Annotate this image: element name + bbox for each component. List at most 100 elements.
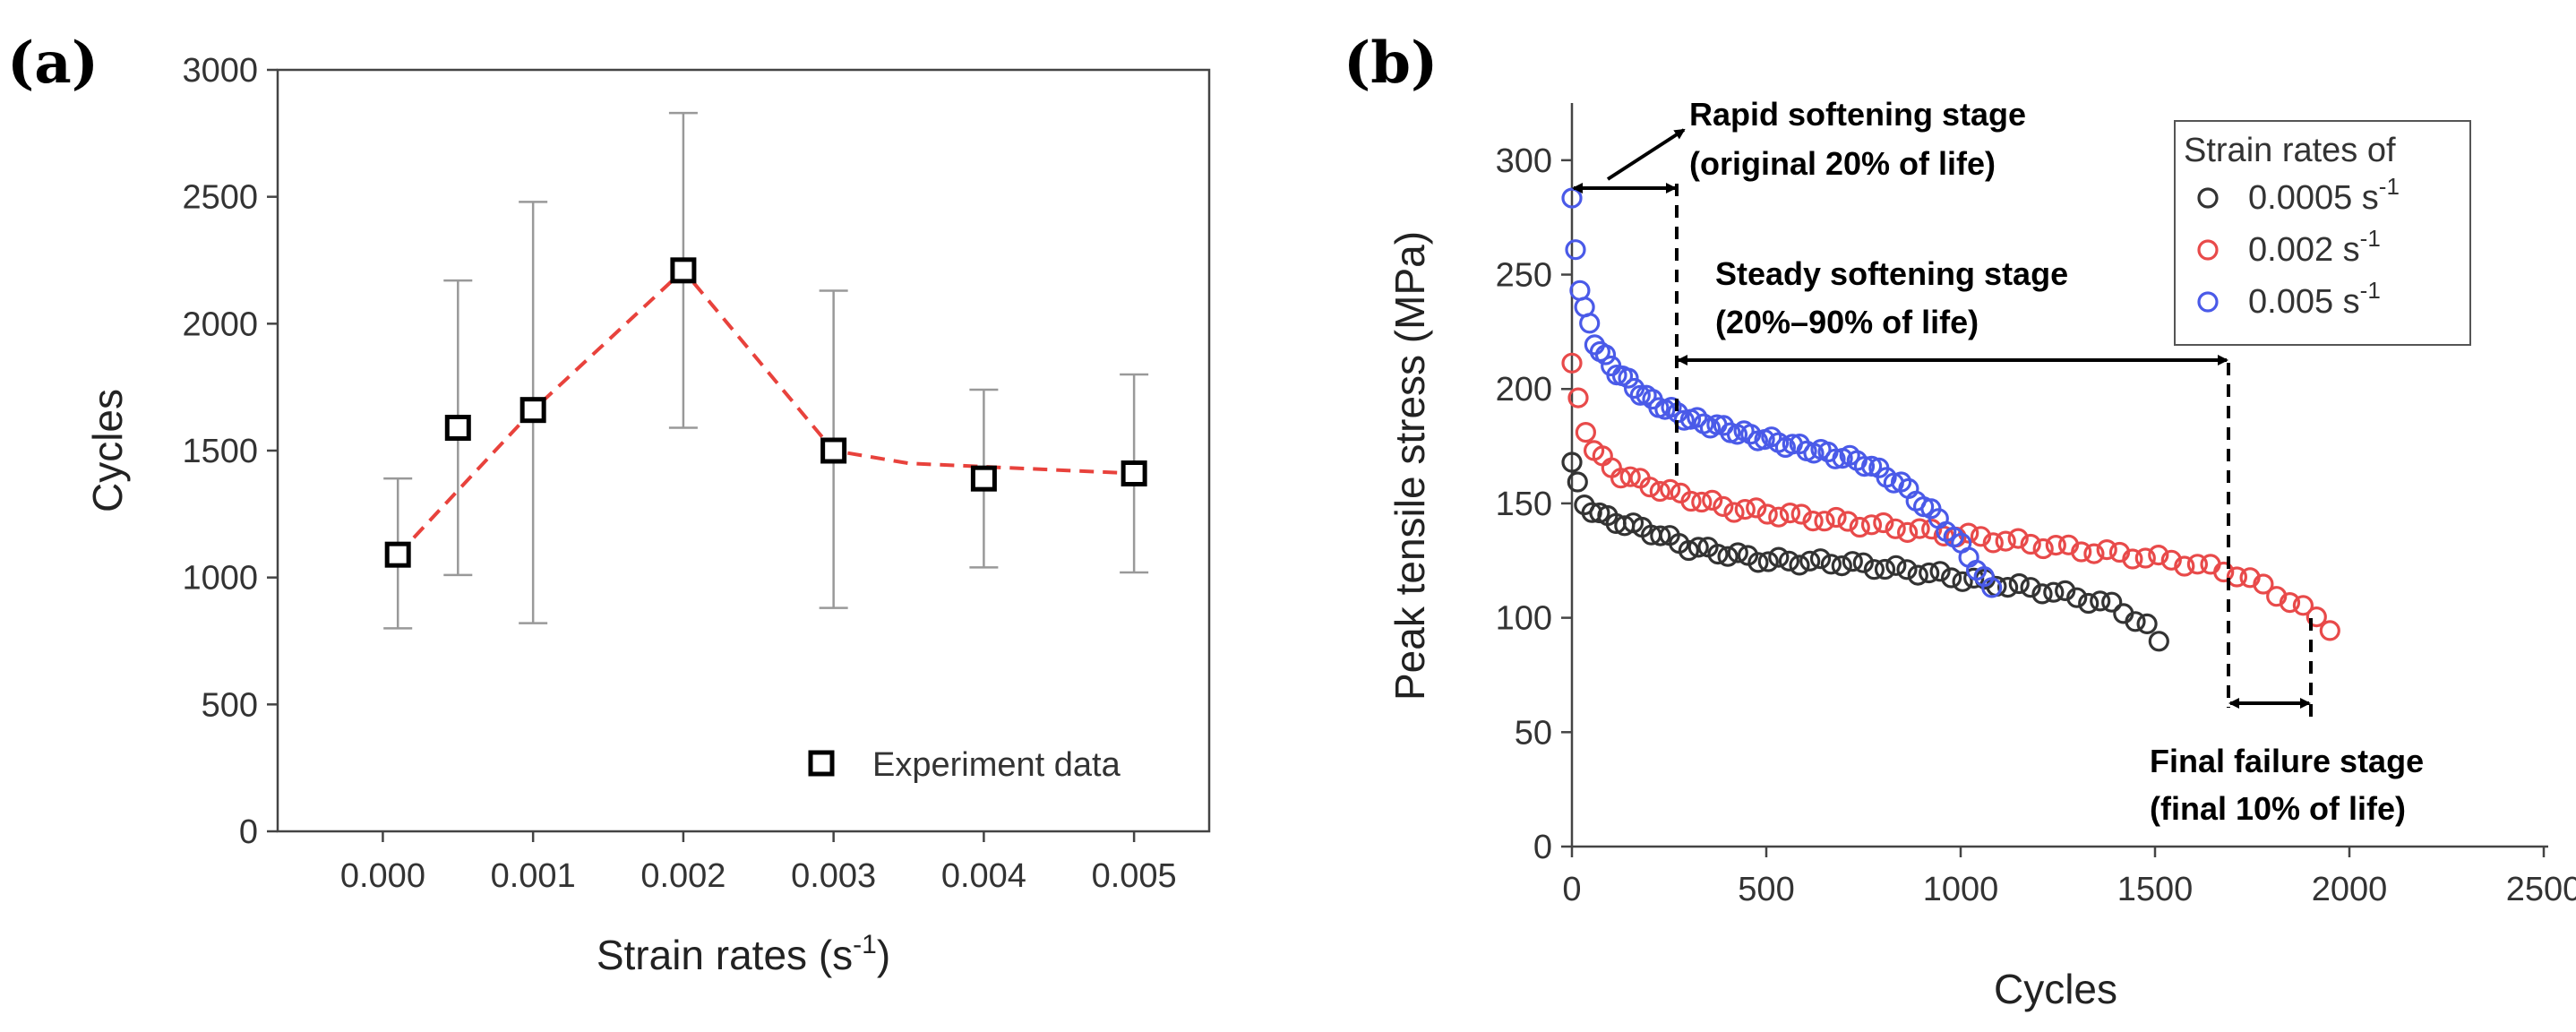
- panel-a-label: (a): [7, 30, 99, 97]
- panel-b-data-point: [1929, 561, 1951, 582]
- panel-a-data-point: [670, 257, 697, 284]
- panel-b-data-point: [1842, 551, 1863, 572]
- panel-b-data-point: [1779, 502, 1801, 524]
- panel-b-data-point: [1691, 491, 1713, 513]
- panel-a-y-tick-label: 500: [202, 686, 258, 724]
- panel-b-data-point: [1789, 434, 1810, 455]
- panel-a-y-tick-label: 0: [239, 813, 258, 851]
- panel-b-series-0: [1561, 452, 2169, 652]
- panel-b-data-point: [2136, 613, 2158, 635]
- panel-a-legend-marker: [808, 750, 835, 777]
- panel-a-y-tick-label: 1500: [182, 433, 258, 470]
- panel-b-data-point: [2160, 549, 2182, 571]
- panel-b-data-point: [1567, 471, 1588, 493]
- panel-b-legend-marker: [2197, 187, 2219, 209]
- panel-a-data-point: [444, 415, 471, 441]
- panel-b-data-point: [1907, 564, 1928, 586]
- panel-b-data-point: [1756, 503, 1778, 525]
- panel-a-x-tick-label: 0.004: [941, 857, 1026, 895]
- panel-b-data-point: [1707, 543, 1729, 565]
- rapid-stage-pointer: [1606, 128, 1686, 181]
- rapid-stage-sublabel: (original 20% of life): [1689, 145, 1996, 182]
- panel-b-data-point: [1581, 502, 1602, 523]
- panel-b-y-tick-label: 200: [1496, 371, 1552, 408]
- panel-b-data-point: [1713, 495, 1734, 518]
- panel-a-x-tick-label: 0.005: [1092, 857, 1177, 895]
- panel-b-data-point: [2083, 543, 2105, 564]
- panel-b-data-point: [1650, 525, 1671, 546]
- panel-a-plot-frame: [276, 68, 1211, 833]
- panel-a-x-tick-label: 0.003: [791, 857, 876, 895]
- final-stage-sublabel: (final 10% of life): [2150, 790, 2406, 827]
- panel-b-data-point: [1896, 559, 1918, 580]
- panel-b-data-point: [1982, 532, 2004, 554]
- panel-b-legend-label: 0.0005 s-1: [2248, 173, 2400, 217]
- panel-b-y-tick-label: 150: [1496, 486, 1552, 523]
- panel-b-label: (b): [1344, 30, 1438, 97]
- panel-b-data-point: [1853, 455, 1876, 477]
- panel-b-data-point: [1814, 511, 1835, 532]
- panel-b-x-axis-title: Cycles: [1994, 966, 2117, 1012]
- panel-b-data-point: [2226, 566, 2247, 588]
- panel-b-data-point: [1909, 518, 1930, 539]
- panel-b-data-point: [1727, 542, 1748, 563]
- panel-b-x-tick-label: 2500: [2506, 871, 2576, 908]
- panel-b-data-point: [2292, 595, 2314, 616]
- panel-b-data-point: [2213, 561, 2235, 583]
- panel-b-annotations: Rapid softening stage (original 20% of l…: [1572, 96, 2424, 827]
- panel-b-data-point: [1802, 510, 1824, 532]
- panel-b-data-point: [1860, 514, 1883, 536]
- panel-b-data-point: [2090, 590, 2111, 612]
- panel-b-x-tick-label: 500: [1738, 871, 1794, 908]
- panel-b-data-point: [1740, 424, 1762, 445]
- panel-b-data-point: [1687, 407, 1708, 428]
- panel-b-data-point: [2253, 573, 2274, 595]
- panel-b-data-point: [2186, 554, 2208, 575]
- panel-b-data-point: [1768, 506, 1790, 528]
- panel-b-data-point: [1618, 367, 1639, 389]
- panel-b-data-point: [1746, 497, 1767, 519]
- panel-a-y-tick-label: 1000: [182, 560, 258, 598]
- panel-b-data-point: [1687, 537, 1709, 558]
- panel-b-data-point: [1594, 344, 1617, 366]
- panel-b-data-point: [1981, 577, 2003, 598]
- panel-b-data-point: [2101, 591, 2123, 613]
- panel-a-x-tick-label: 0.001: [491, 857, 576, 895]
- panel-a-y-tick-labels: 0 500 1000 1500 2000 2500 3000: [182, 52, 258, 851]
- panel-b-data-point: [1997, 576, 2019, 598]
- steady-stage-sublabel: (20%–90% of life): [1715, 304, 1979, 340]
- rapid-stage-label: Rapid softening stage: [1689, 96, 2026, 133]
- panel-b-y-tick-labels: 0 50 100 150 200 250 300: [1496, 142, 1552, 866]
- panel-b-data-point: [1569, 280, 1591, 301]
- panel-a-data-point: [384, 541, 411, 568]
- panel-b-y-axis-title: Peak tensile stress (MPa): [1387, 231, 1433, 701]
- panel-b-data-point: [1747, 552, 1769, 573]
- panel-b-data-point: [1825, 448, 1846, 469]
- panel-b-x-tick-label: 0: [1562, 871, 1581, 908]
- panel-b-data-point: [1789, 555, 1810, 576]
- panel-b-data-point: [2306, 606, 2327, 628]
- panel-b-data-point: [1778, 550, 1800, 572]
- panel-a-y-tick-label: 2500: [182, 179, 258, 217]
- panel-b-data-point: [1768, 546, 1790, 568]
- panel-b-x-tick-labels: 0 500 1000 1500 2000 2500: [1562, 871, 2576, 908]
- panel-b-data-point: [1995, 530, 2016, 552]
- panel-b-data-point: [1678, 539, 1700, 562]
- panel-b-data-point: [1970, 526, 1992, 547]
- panel-b-data-point: [1941, 567, 1962, 589]
- panel-b-legend-marker: [2197, 239, 2219, 261]
- panel-b-legend-marker: [2197, 291, 2219, 313]
- panel-b-y-tick-label: 300: [1496, 142, 1552, 180]
- panel-b-data-point: [2043, 581, 2065, 603]
- panel-b-data-point: [2066, 587, 2088, 608]
- panel-b-data-point: [1680, 490, 1702, 512]
- panel-b-data-point: [1561, 452, 1583, 473]
- panel-a-data-point: [1121, 460, 1147, 486]
- panel-b-legend-entries: 0.0005 s-1 0.002 s-1 0.005 s-1: [2197, 173, 2400, 321]
- panel-b-y-tick-label: 100: [1496, 600, 1552, 638]
- panel-b-data-point: [2122, 548, 2143, 570]
- panel-b-data-point: [2096, 538, 2117, 561]
- steady-stage-label: Steady softening stage: [1715, 255, 2068, 292]
